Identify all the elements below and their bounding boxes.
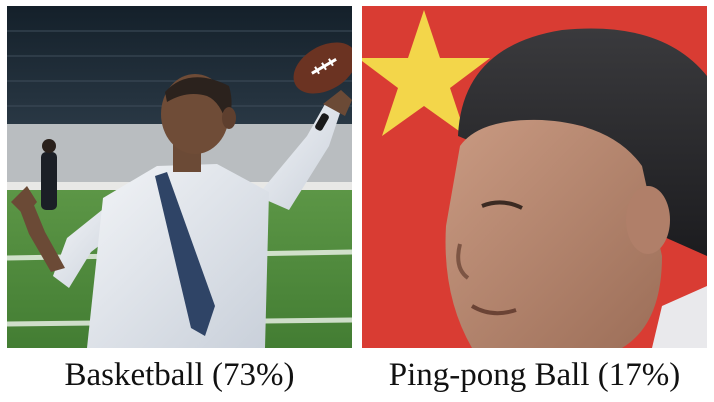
photo-right-portrait-with-flag bbox=[362, 6, 707, 348]
photo-left-illustration bbox=[7, 6, 352, 348]
flag-star-icon bbox=[362, 10, 490, 136]
caption-left: Basketball (73%) bbox=[64, 357, 295, 393]
photo-right-illustration bbox=[362, 6, 707, 348]
photo-left-football-thrower bbox=[7, 6, 352, 348]
caption-right: Ping-pong Ball (17%) bbox=[388, 357, 681, 393]
